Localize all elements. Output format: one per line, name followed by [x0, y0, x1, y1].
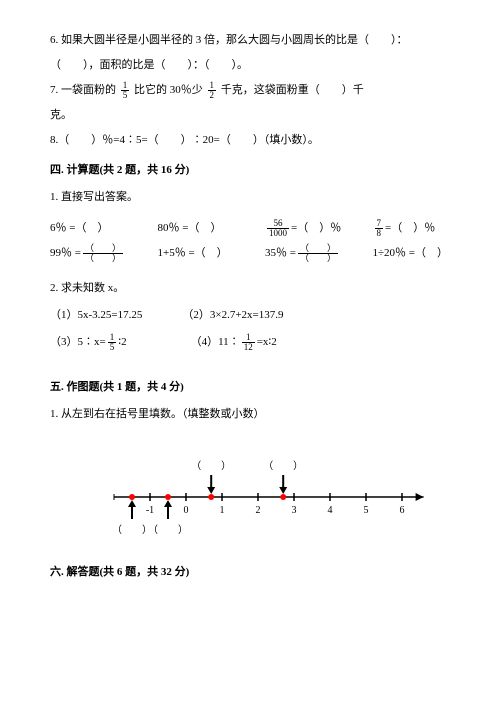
q7-frac2-den: 2 — [208, 91, 217, 100]
eq-3-pre: （3）5∶x= — [50, 336, 106, 348]
svg-text:0: 0 — [184, 505, 189, 516]
calc-1d-frac: 7 8 — [375, 219, 384, 238]
eq-4-den: 12 — [242, 343, 255, 352]
calc-2c-den: （ ） — [298, 254, 338, 263]
calc-1c-frac: 56 1000 — [267, 219, 289, 238]
calc-row-1: 6％ =（ ） 80％ =（ ） 56 1000 =（ ）％ 7 8 =（ ）％ — [50, 218, 450, 239]
eq-row-2: （3）5∶x= 1 5 ∶2 （4）11∶ 1 12 =x∶2 — [50, 332, 450, 353]
question-8: 8.（ ）％=4∶5=（ ）∶20=（ ）（填小数）。 — [50, 130, 450, 151]
svg-text:2: 2 — [256, 505, 261, 516]
svg-text:5: 5 — [364, 505, 369, 516]
section-4-header: 四. 计算题(共 2 题，共 16 分) — [50, 160, 450, 181]
svg-text:1: 1 — [220, 505, 225, 516]
section-4-sub1: 1. 直接写出答案。 — [50, 187, 450, 208]
q7-frac1: 1 5 — [121, 81, 130, 100]
section-6-header: 六. 解答题(共 6 题，共 32 分) — [50, 562, 450, 583]
eq-3-tail: ∶2 — [118, 336, 126, 348]
eq-4: （4）11∶ 1 12 =x∶2 — [191, 332, 277, 353]
eq-3-den: 5 — [108, 343, 117, 352]
calc-2a-pre: 99％ = — [50, 247, 81, 259]
q7-mid1: 比它的 30％少 — [134, 84, 203, 96]
svg-text:-1: -1 — [146, 505, 154, 516]
q7-pre: 7. 一袋面粉的 — [50, 84, 116, 96]
calc-2b: 1+5％ =（ ） — [158, 243, 236, 264]
question-6-line1: 6. 如果大圆半径是小圆半径的 3 倍，那么大圆与小圆周长的比是（ ）： — [50, 30, 450, 51]
calc-2c-frac: （ ） （ ） — [298, 244, 338, 263]
calc-2a: 99％ = （ ） （ ） — [50, 243, 128, 264]
calc-1d-tail: =（ ）％ — [385, 222, 435, 234]
eq-4-frac: 1 12 — [242, 333, 255, 352]
q7-mid2: 千克，这袋面粉重（ ）千 — [221, 84, 364, 96]
svg-text:6: 6 — [400, 505, 405, 516]
section-4-sub2: 2. 求未知数 x。 — [50, 278, 450, 299]
section-5-header: 五. 作图题(共 1 题，共 4 分) — [50, 377, 450, 398]
calc-1c-den: 1000 — [267, 229, 289, 238]
calc-2a-den: （ ） — [83, 254, 123, 263]
calc-2a-frac: （ ） （ ） — [83, 244, 123, 263]
eq-row-1: （1）5x-3.25=17.25 （2）3×2.7+2x=137.9 — [50, 305, 450, 326]
eq-1: （1）5x-3.25=17.25 — [50, 305, 142, 326]
eq-3-frac: 1 5 — [108, 333, 117, 352]
q7-frac1-den: 5 — [121, 91, 130, 100]
svg-text:4: 4 — [328, 505, 333, 516]
eq-2: （2）3×2.7+2x=137.9 — [182, 305, 283, 326]
svg-text:（ ）: （ ） — [112, 524, 152, 536]
calc-2d: 1÷20％ =（ ） — [373, 243, 451, 264]
svg-text:3: 3 — [292, 505, 297, 516]
svg-text:（ ）: （ ） — [263, 460, 303, 472]
calc-2c-pre: 35％ = — [265, 247, 296, 259]
calc-row-2: 99％ = （ ） （ ） 1+5％ =（ ） 35％ = （ ） （ ） 1÷… — [50, 243, 450, 264]
eq-4-pre: （4）11∶ — [191, 336, 240, 348]
calc-1c: 56 1000 =（ ）％ — [265, 218, 343, 239]
calc-1a: 6％ =（ ） — [50, 218, 128, 239]
section-5-sub1: 1. 从左到右在括号里填数。（填整数或小数） — [50, 404, 450, 425]
calc-2c: 35％ = （ ） （ ） — [265, 243, 343, 264]
q7-frac2: 1 2 — [208, 81, 217, 100]
calc-1d-den: 8 — [375, 229, 384, 238]
calc-1d: 7 8 =（ ）％ — [373, 218, 451, 239]
calc-1c-tail: =（ ）％ — [291, 222, 341, 234]
number-line-diagram: -10123456（ ）（ ）（ ）（ ） — [50, 442, 450, 552]
question-6-line2: （ ），面积的比是（ ）：（ ）。 — [50, 55, 450, 76]
question-7-line1: 7. 一袋面粉的 1 5 比它的 30％少 1 2 千克，这袋面粉重（ ）千 — [50, 80, 450, 101]
svg-text:（ ）: （ ） — [148, 524, 188, 536]
question-7-line2: 克。 — [50, 105, 450, 126]
number-line-svg: -10123456（ ）（ ）（ ）（ ） — [50, 442, 450, 552]
svg-text:（ ）: （ ） — [191, 460, 231, 472]
calc-1b: 80％ =（ ） — [158, 218, 236, 239]
worksheet-page: 6. 如果大圆半径是小圆半径的 3 倍，那么大圆与小圆周长的比是（ ）： （ ）… — [0, 0, 500, 609]
eq-4-tail: =x∶2 — [257, 336, 277, 348]
eq-3: （3）5∶x= 1 5 ∶2 — [50, 332, 127, 353]
